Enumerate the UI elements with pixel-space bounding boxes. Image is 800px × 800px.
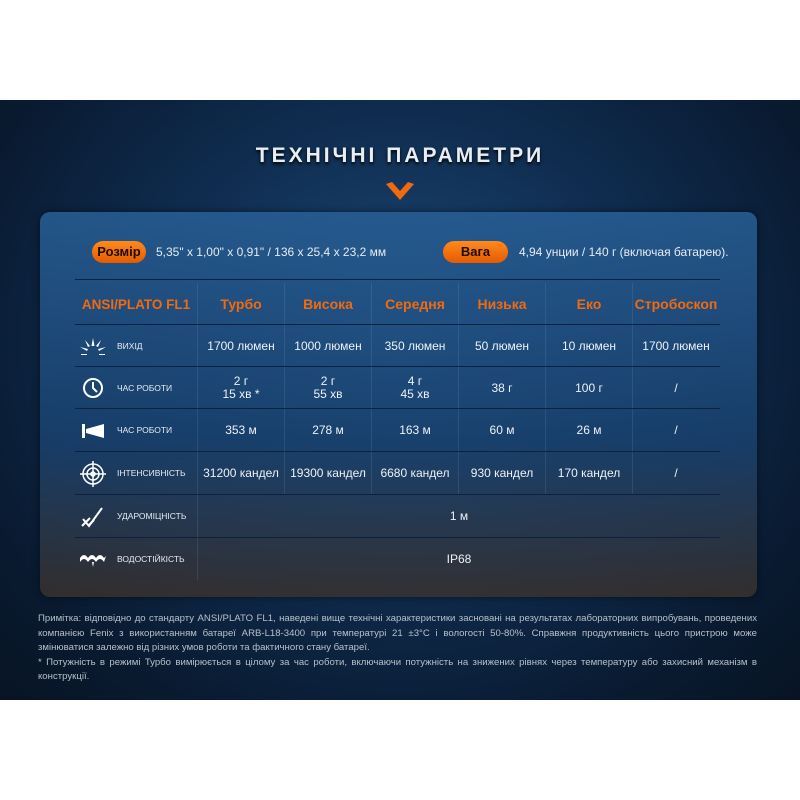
header-low: Низька	[458, 283, 545, 325]
row-label-cell: ІНТЕНСИВНІСТЬ	[75, 452, 197, 495]
table-row: ЧАС РОБОТИ 2 г 15 хв * 2 г 55 хв 4 г 45 хв 3…	[75, 367, 720, 409]
table-cell: 100 г	[545, 367, 632, 409]
note-main: Примітка: відповідно до стандарту ANSI/P…	[38, 613, 757, 653]
waterproof-icon	[77, 550, 109, 568]
table-cell: 353 м	[197, 409, 284, 452]
table-cell: 26 м	[545, 409, 632, 452]
row-label: ЧАС РОБОТИ	[117, 382, 173, 393]
beam-distance-icon	[77, 421, 109, 441]
table-cell: 19300 кандел	[284, 452, 371, 495]
table-row: ВОДОСТІЙКІСТЬ IP68	[75, 538, 720, 580]
table-cell: 6680 кандел	[371, 452, 458, 495]
header-high: Висока	[284, 283, 371, 325]
notes: Примітка: відповідно до стандарту ANSI/P…	[38, 612, 757, 685]
table-header: ANSI/PLATO FL1 Турбо Висока Середня Низь…	[75, 283, 720, 325]
table-cell: 31200 кандел	[197, 452, 284, 495]
table-cell: /	[632, 452, 719, 495]
note-footnote: * Потужність в режимі Турбо вимірюється …	[38, 656, 757, 683]
header-medium: Середня	[371, 283, 458, 325]
header-eco: Еко	[545, 283, 632, 325]
table-row: ЧАС РОБОТИ 353 м 278 м 163 м 60 м 26 м /	[75, 409, 720, 452]
row-label-cell: ВИХІД	[75, 325, 197, 367]
impact-icon	[77, 505, 109, 529]
brightness-icon	[77, 336, 109, 356]
table-row: ІНТЕНСИВНІСТЬ 31200 кандел 19300 кандел 668…	[75, 452, 720, 495]
header-strobe: Стробоскоп	[632, 283, 719, 325]
size-value: 5,35" x 1,00" x 0,91" / 136 x 25,4 x 23,…	[156, 245, 387, 259]
row-label: ЧАС РОБОТИ	[117, 425, 173, 435]
spec-panel	[40, 212, 757, 597]
row-label-cell: ВОДОСТІЙКІСТЬ	[75, 538, 197, 580]
table-row: ВИХІД 1700 люмен 1000 люмен 350 люмен 50 люм…	[75, 325, 720, 367]
clock-icon	[77, 377, 109, 399]
table-cell: 1700 люмен	[632, 325, 719, 367]
table-cell: 1700 люмен	[197, 325, 284, 367]
table-cell: 278 м	[284, 409, 371, 452]
target-icon	[77, 460, 109, 487]
row-label-cell: ЧАС РОБОТИ	[75, 367, 197, 409]
header-turbo: Турбо	[197, 283, 284, 325]
size-badge: Розмір	[92, 241, 146, 263]
table-cell: 163 м	[371, 409, 458, 452]
table-cell: 60 м	[458, 409, 545, 452]
table-row: УДАРОМІЦНІСТЬ 1 м	[75, 495, 720, 538]
row-label: УДАРОМІЦНІСТЬ	[117, 511, 187, 521]
table-cell: 2 г 55 хв	[284, 367, 371, 409]
table-cell: /	[632, 409, 719, 452]
table-cell: 10 люмен	[545, 325, 632, 367]
weight-value: 4,94 унции / 140 г (включая батарею).	[519, 245, 729, 259]
table-cell: 50 люмен	[458, 325, 545, 367]
table-cell: 4 г 45 хв	[371, 367, 458, 409]
table-cell: 38 г	[458, 367, 545, 409]
row-label: ВОДОСТІЙКІСТЬ	[117, 553, 185, 564]
header-standard: ANSI/PLATO FL1	[81, 296, 191, 312]
row-label: ІНТЕНСИВНІСТЬ	[117, 468, 186, 478]
table-cell: 350 люмен	[371, 325, 458, 367]
chevron-down-icon	[386, 182, 414, 200]
row-label-cell: УДАРОМІЦНІСТЬ	[75, 495, 197, 538]
row-label: ВИХІД	[117, 340, 143, 351]
table-cell: IP68	[197, 538, 720, 580]
page-title: ТЕХНІЧНІ ПАРАМЕТРИ	[255, 144, 545, 167]
table-cell: 930 кандел	[458, 452, 545, 495]
table-cell: 1000 люмен	[284, 325, 371, 367]
table-cell: 170 кандел	[545, 452, 632, 495]
row-label-cell: ЧАС РОБОТИ	[75, 409, 197, 452]
table-cell: 2 г 15 хв *	[197, 367, 284, 409]
table-cell: 1 м	[197, 495, 720, 538]
weight-badge: Вага	[443, 241, 508, 263]
table-cell: /	[632, 367, 719, 409]
